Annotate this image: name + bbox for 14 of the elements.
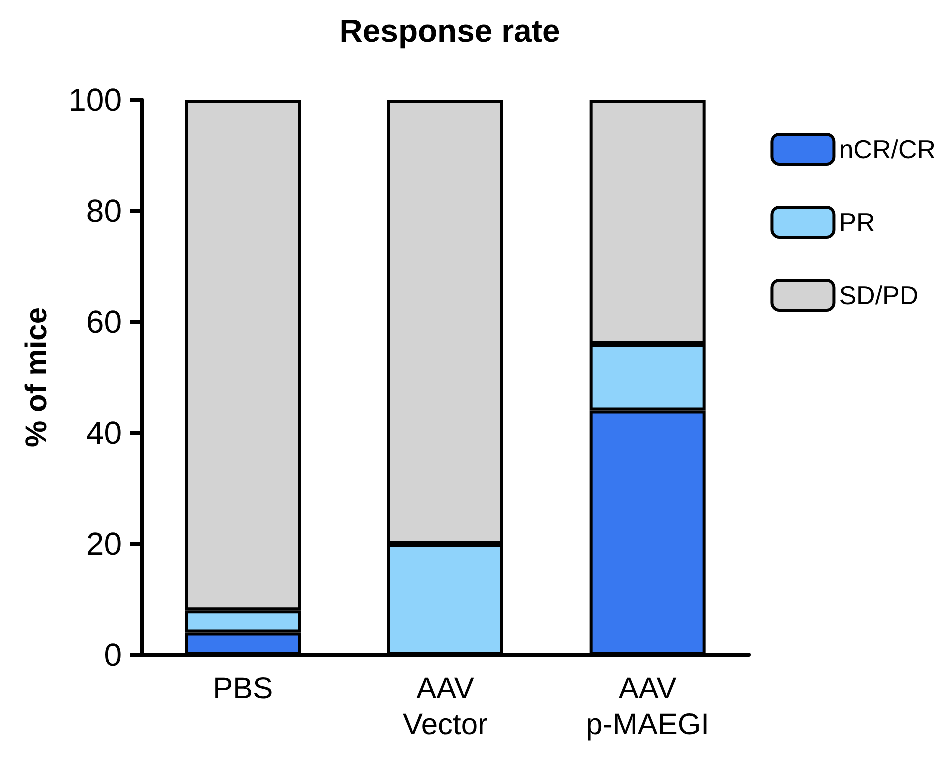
x-tick-label: AAV p-MAEGI: [586, 672, 710, 742]
legend-label: SD/PD: [839, 280, 919, 310]
y-tick-label: 40: [86, 415, 122, 451]
y-tick-label: 20: [86, 526, 122, 562]
legend-label: nCR/CR: [839, 134, 936, 164]
x-tick-label: PBS: [213, 672, 274, 706]
x-tick-label: AAV Vector: [402, 672, 488, 742]
y-tick-label: 60: [86, 304, 122, 340]
legend-label: PR: [839, 208, 876, 238]
y-tick-label: 0: [104, 637, 122, 673]
y-tick-label: 80: [86, 193, 122, 229]
y-axis-title: % of mice: [20, 307, 54, 448]
chart-title: Response rate: [340, 13, 560, 49]
y-tick-label: 100: [68, 82, 122, 118]
